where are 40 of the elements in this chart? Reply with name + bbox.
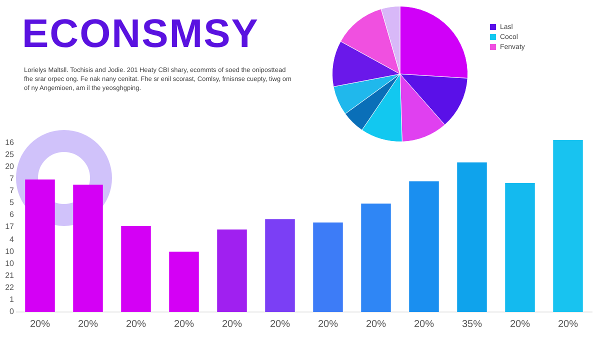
text: 7: [8, 186, 14, 196]
x-tick-label: 20%: [270, 318, 290, 330]
text: 22: [4, 282, 14, 292]
bar: [169, 252, 199, 312]
bar: [121, 226, 151, 312]
bar: [505, 183, 535, 312]
bar: [457, 162, 487, 312]
x-tick-label: 35%: [462, 318, 482, 330]
bar: [217, 229, 247, 312]
bar: [553, 140, 583, 312]
bar: [25, 180, 55, 312]
text: 1: [8, 294, 14, 304]
text: 17: [4, 222, 14, 232]
text: 16: [4, 138, 14, 147]
chart-title: ECONSMSY: [22, 12, 259, 57]
bar: [265, 219, 295, 312]
text: 20: [4, 162, 14, 172]
bar: [361, 204, 391, 312]
x-tick-label: 20%: [78, 318, 98, 330]
text: 21: [4, 270, 14, 280]
text: 7: [8, 174, 14, 184]
x-tick-label: 20%: [30, 318, 50, 330]
text: 6: [8, 210, 14, 220]
bar: [409, 181, 439, 312]
text: 0: [8, 306, 14, 316]
text: 25: [4, 150, 14, 160]
x-tick-label: 20%: [222, 318, 242, 330]
x-tick-label: 20%: [318, 318, 338, 330]
x-tick-label: 20%: [510, 318, 530, 330]
x-tick-label: 20%: [366, 318, 386, 330]
text: 10: [4, 258, 14, 268]
text: 5: [8, 198, 14, 208]
bar: [73, 184, 103, 312]
text: 10: [4, 246, 14, 256]
bar: [313, 222, 343, 312]
x-tick-label: 20%: [414, 318, 434, 330]
x-tick-label: 20%: [558, 318, 578, 330]
x-tick-label: 20%: [126, 318, 146, 330]
text: 4: [8, 234, 14, 244]
x-tick-label: 20%: [174, 318, 194, 330]
